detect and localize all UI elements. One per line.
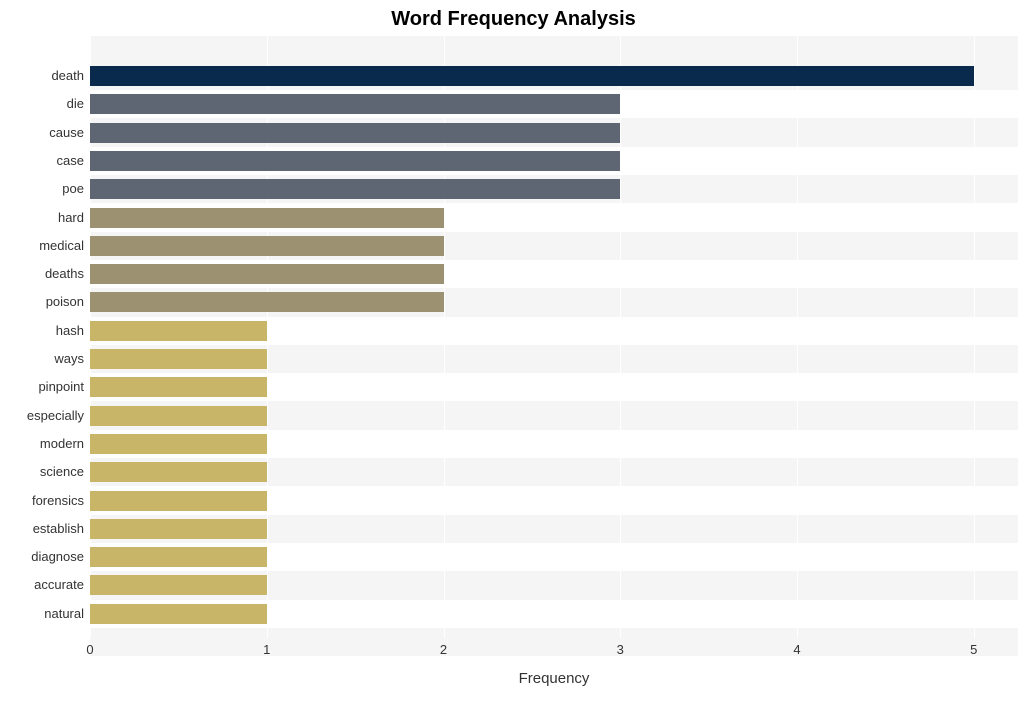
y-tick-label: poison [46,292,84,312]
bar [90,406,267,426]
y-tick-label: case [57,151,84,171]
bar [90,519,267,539]
x-tick-label: 3 [617,642,624,657]
grid-line [974,36,975,638]
x-tick-label: 0 [86,642,93,657]
x-tick-label: 5 [970,642,977,657]
bar [90,434,267,454]
bar [90,151,620,171]
y-tick-label: death [51,66,84,86]
bar [90,604,267,624]
bar [90,547,267,567]
y-tick-label: establish [33,519,84,539]
bar [90,377,267,397]
grid-band [90,628,1018,656]
x-tick-label: 2 [440,642,447,657]
plot-area [90,36,1018,638]
y-tick-label: natural [44,604,84,624]
bar [90,462,267,482]
bar [90,264,444,284]
bar [90,123,620,143]
grid-band [90,36,1018,62]
y-tick-label: diagnose [31,547,84,567]
y-tick-label: hard [58,208,84,228]
y-tick-label: accurate [34,575,84,595]
bar [90,208,444,228]
bar [90,575,267,595]
x-tick-label: 1 [263,642,270,657]
bar [90,321,267,341]
y-tick-label: medical [39,236,84,256]
bar [90,349,267,369]
grid-line [620,36,621,638]
y-tick-label: hash [56,321,84,341]
y-tick-label: forensics [32,491,84,511]
y-tick-label: modern [40,434,84,454]
bar [90,66,974,86]
bar [90,491,267,511]
bar [90,94,620,114]
bar [90,292,444,312]
y-tick-label: science [40,462,84,482]
y-tick-label: especially [27,406,84,426]
x-tick-label: 4 [793,642,800,657]
y-tick-label: ways [54,349,84,369]
y-tick-label: pinpoint [38,377,84,397]
grid-line [797,36,798,638]
y-tick-label: deaths [45,264,84,284]
bar [90,236,444,256]
y-tick-label: poe [62,179,84,199]
bar [90,179,620,199]
y-tick-label: die [67,94,84,114]
x-axis-label: Frequency [90,670,1018,687]
y-tick-label: cause [49,123,84,143]
word-frequency-chart: Word Frequency Analysis death die cause cas… [0,0,1027,701]
chart-title: Word Frequency Analysis [0,8,1027,31]
